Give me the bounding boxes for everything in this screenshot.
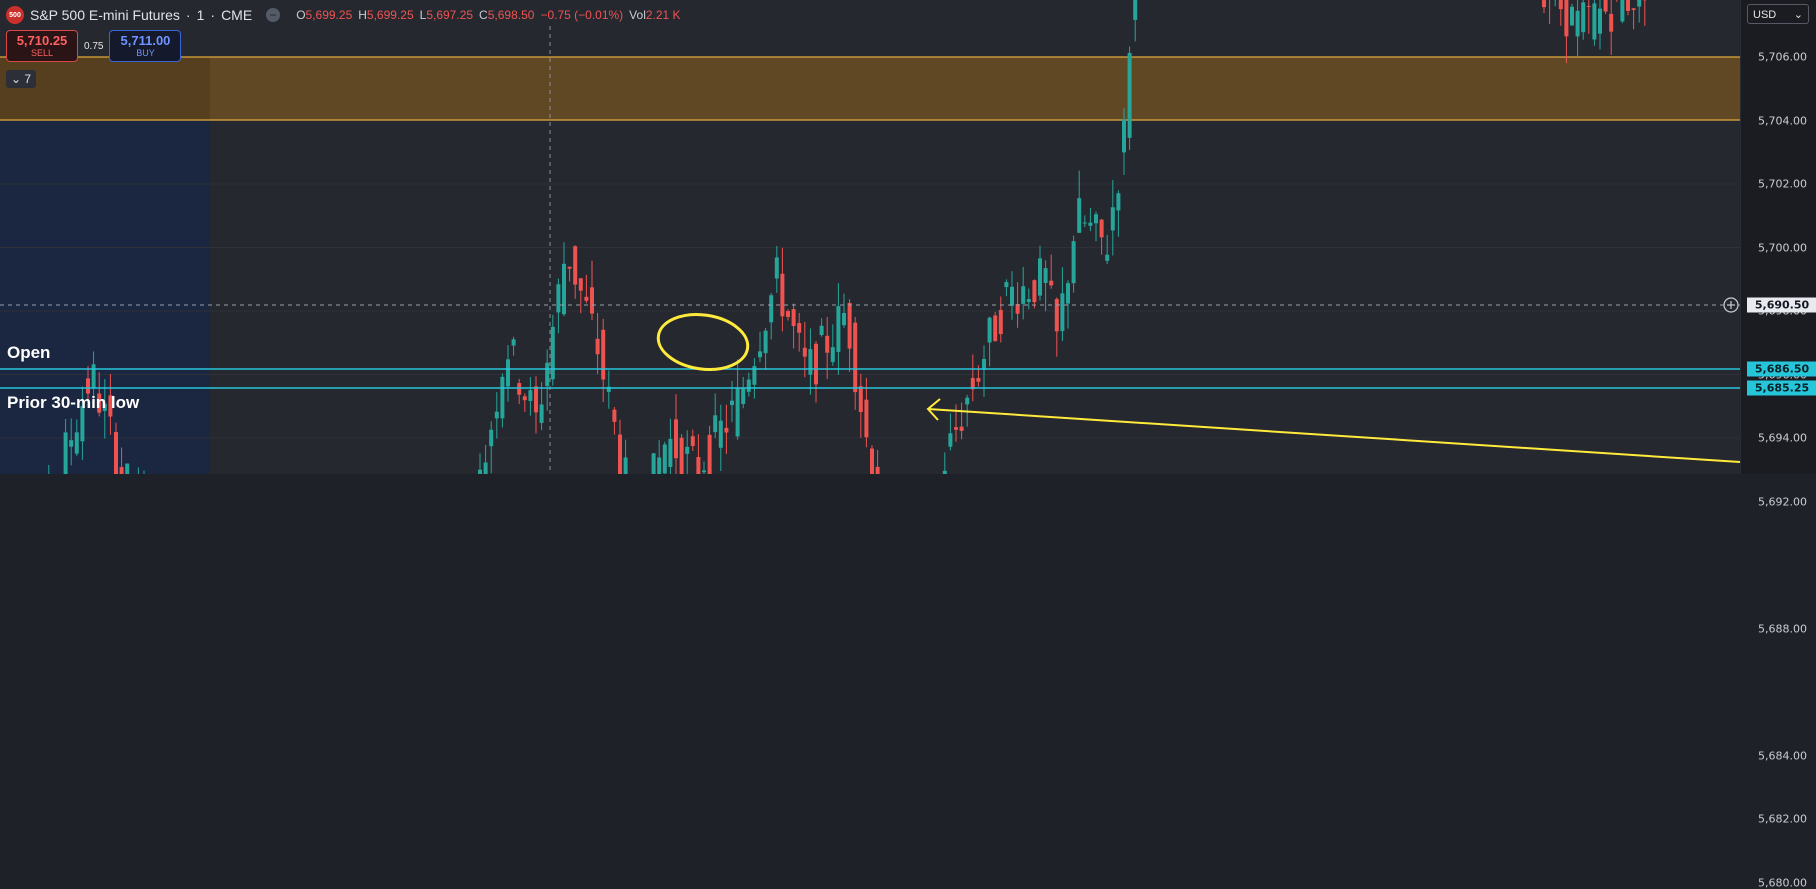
candle [1570, 4, 1574, 26]
resistance-zone [0, 57, 1740, 120]
candle [870, 445, 874, 474]
candle [1128, 46, 1132, 150]
candle [993, 312, 997, 342]
chevron-down-icon: ⌄ [1794, 5, 1803, 25]
minimize-icon[interactable]: − [266, 8, 280, 22]
candle [125, 463, 129, 474]
candle [1592, 0, 1596, 46]
sell-button[interactable]: 5,710.25 SELL [6, 30, 78, 62]
open-price-label: 5,686.50 [1747, 362, 1816, 377]
price-tick: 5,706.00 [1758, 51, 1807, 64]
sp500-logo-icon: 500 [6, 6, 24, 24]
price-tick: 5,692.00 [1758, 495, 1807, 508]
exchange: CME [221, 7, 252, 23]
current-price-label: 5,690.50 [1747, 298, 1816, 313]
indicators-toggle-button[interactable]: ⌄ 7 [6, 70, 36, 88]
symbol-name[interactable]: S&P 500 E-mini Futures [30, 7, 180, 23]
chevron-down-icon: ⌄ [11, 72, 21, 86]
price-chart[interactable] [0, 0, 1740, 474]
price-tick: 5,680.00 [1758, 876, 1807, 889]
price-tick: 5,688.00 [1758, 622, 1807, 635]
separator: · [186, 7, 191, 23]
interval[interactable]: 1 [197, 7, 205, 23]
candle [680, 434, 684, 474]
open-level-label: Open [7, 343, 50, 363]
resistance-zone-dark [0, 57, 210, 120]
candle [652, 453, 656, 474]
price-tick: 5,684.00 [1758, 749, 1807, 762]
candle [663, 442, 667, 474]
ohlc-legend: O5,699.25 H5,699.25 L5,697.25 C5,698.50 … [296, 8, 680, 22]
price-tick: 5,702.00 [1758, 178, 1807, 191]
separator: · [210, 7, 215, 23]
prior-low-label: Prior 30-min low [7, 393, 139, 413]
spread-value: 0.75 [84, 41, 103, 52]
symbol-header: 500 S&P 500 E-mini Futures · 1 · CME − O… [6, 4, 681, 26]
price-tick: 5,682.00 [1758, 813, 1807, 826]
currency-select[interactable]: USD ⌄ [1747, 4, 1809, 24]
price-tick: 5,700.00 [1758, 241, 1807, 254]
trade-panel: 5,710.25 SELL 0.75 5,711.00 BUY [6, 30, 181, 62]
price-axis[interactable]: USD ⌄ 5,706.00 5,704.00 5,702.00 5,700.00 5,… [1740, 0, 1816, 474]
price-tick: 5,694.00 [1758, 432, 1807, 445]
price-tick: 5,704.00 [1758, 114, 1807, 127]
buy-button[interactable]: 5,711.00 BUY [109, 30, 181, 62]
price-change: −0.75 (−0.01%) [540, 8, 623, 22]
prior-low-price-label: 5,685.25 [1747, 381, 1816, 396]
candle [1620, 0, 1624, 23]
